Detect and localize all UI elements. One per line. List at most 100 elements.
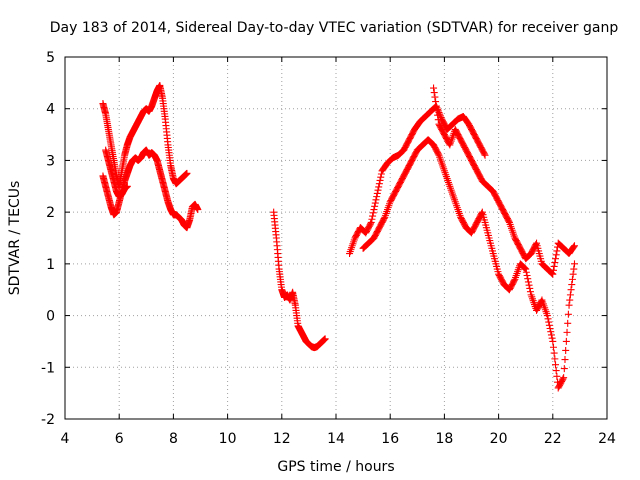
- y-axis-label: SDTVAR / TECUs: [7, 181, 23, 296]
- data-point: [559, 375, 567, 383]
- x-tick-label: 10: [219, 431, 237, 447]
- data-point: [565, 301, 573, 309]
- x-tick-label: 6: [115, 431, 124, 447]
- data-point: [560, 365, 568, 373]
- x-tick-label: 24: [598, 431, 616, 447]
- data-point: [369, 212, 377, 220]
- data-point: [373, 189, 381, 197]
- data-point: [569, 270, 577, 278]
- data-point: [564, 319, 572, 327]
- data-point: [432, 98, 440, 106]
- series-seg3-mid: [430, 84, 578, 278]
- data-point: [547, 328, 555, 336]
- y-tick-label: 2: [46, 205, 55, 221]
- data-point: [321, 335, 329, 343]
- data-point: [548, 334, 556, 342]
- x-tick-label: 18: [435, 431, 453, 447]
- series-seg3-upper: [346, 102, 489, 258]
- data-point: [377, 173, 385, 181]
- x-tick-label: 20: [490, 431, 508, 447]
- data-point: [367, 218, 375, 226]
- series-seg1-mid: [102, 146, 131, 201]
- data-point: [434, 116, 442, 124]
- y-tick-label: 5: [46, 50, 55, 66]
- data-point: [368, 215, 376, 223]
- y-tick-label: 0: [46, 309, 55, 325]
- data-point: [549, 337, 557, 345]
- data-point: [552, 367, 560, 375]
- plot-frame: [64, 56, 608, 420]
- data-point: [570, 243, 578, 251]
- y-tick-label: 1: [46, 257, 55, 273]
- data-point: [543, 312, 551, 320]
- data-point: [524, 278, 532, 286]
- data-point: [551, 259, 559, 267]
- data-point: [546, 325, 554, 332]
- data-point: [566, 296, 574, 304]
- data-point: [430, 84, 438, 92]
- data-point: [552, 361, 560, 369]
- data-point: [548, 270, 556, 278]
- data-point: [522, 265, 530, 273]
- data-point: [545, 321, 553, 329]
- data-point: [562, 346, 570, 354]
- x-tick-label: 8: [169, 431, 178, 447]
- data-point: [372, 196, 380, 204]
- y-tick-label: -2: [41, 412, 55, 428]
- data-point: [526, 284, 534, 292]
- chart-title: Day 183 of 2014, Sidereal Day-to-day VTE…: [50, 20, 619, 36]
- x-tick-label: 4: [61, 431, 70, 447]
- data-point: [431, 93, 439, 101]
- data-point: [370, 206, 378, 214]
- data-point: [480, 150, 488, 158]
- data-point: [375, 180, 383, 188]
- x-tick-label: 22: [544, 431, 562, 447]
- data-point: [570, 260, 578, 268]
- data-point: [552, 255, 560, 263]
- data-point: [380, 215, 388, 223]
- data-point: [123, 182, 131, 190]
- data-point: [547, 331, 555, 339]
- data-point: [526, 288, 534, 296]
- data-point: [367, 220, 375, 228]
- y-tick-label: -1: [41, 360, 55, 376]
- data-point: [520, 264, 528, 272]
- data-point: [544, 315, 552, 323]
- data-point: [549, 266, 557, 274]
- data-point: [430, 89, 438, 97]
- data-point: [532, 240, 540, 248]
- x-tick-label: 12: [273, 431, 291, 447]
- data-point: [566, 291, 574, 299]
- data-point: [377, 170, 385, 178]
- data-point: [549, 343, 557, 351]
- data-point: [550, 262, 558, 270]
- data-point: [549, 270, 557, 278]
- data-point: [183, 169, 191, 177]
- series-seg2: [270, 208, 329, 352]
- y-tick-label: 4: [46, 102, 55, 118]
- data-point: [568, 281, 576, 289]
- data-point: [371, 202, 379, 210]
- data-point: [525, 281, 533, 289]
- data-point: [552, 251, 560, 259]
- data-point: [194, 206, 202, 214]
- data-point: [564, 310, 572, 318]
- data-point: [434, 150, 442, 158]
- data-point: [550, 349, 558, 357]
- data-points: [99, 81, 578, 392]
- data-point: [434, 111, 442, 119]
- data-point: [521, 264, 529, 272]
- data-point: [545, 318, 553, 326]
- y-tick-label: 3: [46, 153, 55, 169]
- data-point: [371, 199, 379, 207]
- data-point: [570, 265, 578, 273]
- data-point: [374, 186, 382, 194]
- data-point: [505, 217, 513, 225]
- data-point: [522, 268, 530, 276]
- data-point: [561, 356, 569, 364]
- data-point: [369, 209, 377, 217]
- data-point: [433, 107, 441, 115]
- x-tick-label: 16: [381, 431, 399, 447]
